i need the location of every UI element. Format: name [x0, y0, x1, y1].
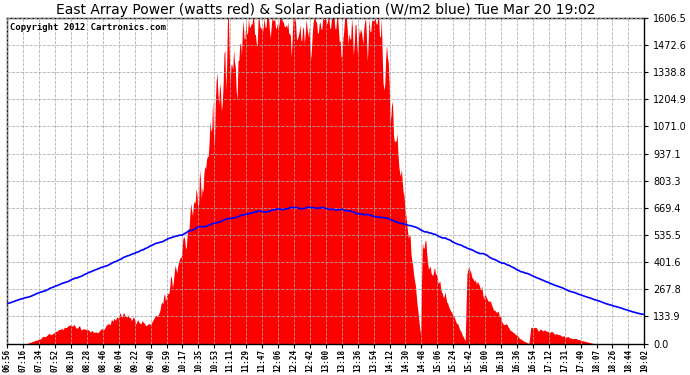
- Title: East Array Power (watts red) & Solar Radiation (W/m2 blue) Tue Mar 20 19:02: East Array Power (watts red) & Solar Rad…: [56, 3, 595, 17]
- Text: Copyright 2012 Cartronics.com: Copyright 2012 Cartronics.com: [10, 23, 166, 32]
